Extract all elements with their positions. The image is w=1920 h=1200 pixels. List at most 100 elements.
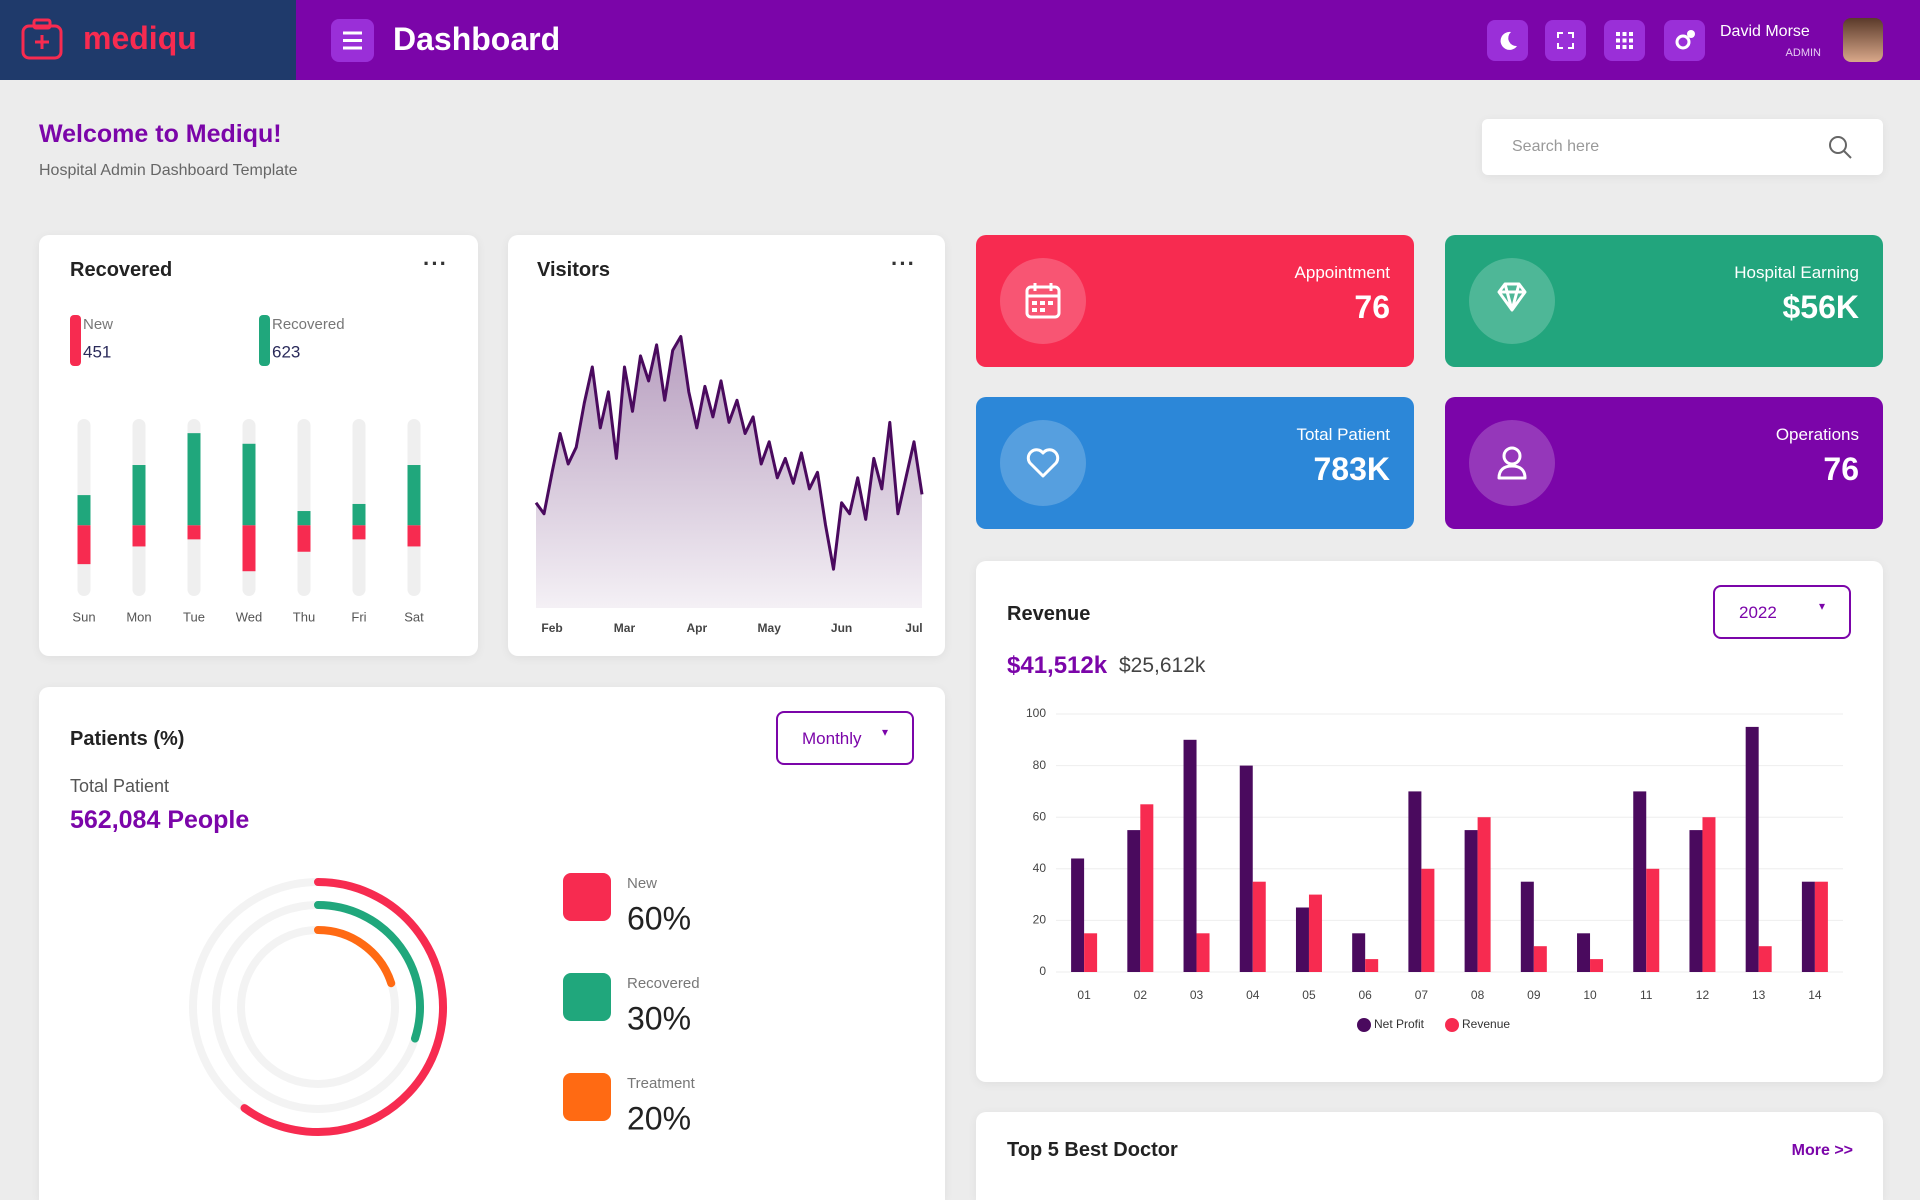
y-tick-label: 0 — [1039, 964, 1046, 978]
y-tick-label: 100 — [1026, 706, 1046, 720]
bar — [1745, 726, 1759, 972]
bar — [77, 525, 91, 565]
bar — [1408, 791, 1422, 972]
stat-label: Total Patient — [1296, 425, 1390, 444]
menu-button[interactable] — [331, 19, 374, 62]
legend-label: New — [627, 875, 657, 892]
visitors-chart: Feb Mar Apr May Jun Jul — [534, 335, 924, 635]
bar — [297, 511, 311, 526]
apps-icon — [1616, 32, 1633, 49]
bar — [1702, 817, 1716, 972]
card-title: Patients (%) — [70, 728, 185, 750]
bar — [1365, 959, 1379, 972]
revenue-total: $25,612k — [1119, 654, 1206, 677]
bar — [1577, 933, 1591, 972]
recovered-card: Recovered ··· New 451 Recovered 623 Sun Mon Tu… — [39, 235, 478, 656]
bar — [1196, 933, 1210, 972]
stat-card[interactable]: Total Patient 783K — [976, 397, 1414, 529]
bar — [352, 503, 366, 526]
period-dropdown[interactable]: Monthly ▾ — [776, 711, 914, 765]
bar — [352, 525, 366, 540]
legend-label: Treatment — [627, 1075, 696, 1092]
x-tick-label: Mar — [614, 621, 636, 635]
legend-value: 20% — [627, 1100, 691, 1136]
revenue-card: Revenue $41,512k $25,612k 2022 ▾ 0 20 40 60… — [976, 561, 1883, 1082]
stat-card[interactable]: Appointment 76 — [976, 235, 1414, 367]
year-dropdown[interactable]: 2022 ▾ — [1713, 585, 1851, 639]
legend-swatch — [563, 873, 611, 921]
user-icon — [1497, 446, 1527, 480]
more-menu[interactable]: ··· — [891, 251, 916, 276]
bar — [1127, 830, 1141, 972]
more-link[interactable]: More >> — [1791, 1142, 1853, 1159]
x-tick-label: Feb — [541, 621, 562, 635]
stat-label: Hospital Earning — [1734, 263, 1859, 282]
apps-button[interactable] — [1604, 20, 1645, 61]
bar — [132, 465, 146, 526]
x-tick-label: 02 — [1134, 988, 1148, 1002]
x-tick-label: Apr — [686, 621, 707, 635]
stat-label: Operations — [1775, 425, 1859, 444]
welcome-title: Welcome to Mediqu! — [39, 120, 282, 148]
bar — [1308, 894, 1322, 972]
bar — [77, 495, 91, 526]
user-name: David Morse — [1720, 23, 1810, 40]
bar — [1295, 907, 1309, 972]
bar — [242, 525, 256, 572]
patients-chart: New 60% Recovered 30% Treatment 20% — [189, 873, 700, 1136]
x-tick-label: 07 — [1415, 988, 1429, 1002]
dropdown-value: Monthly — [802, 729, 862, 748]
bar — [1140, 804, 1154, 972]
stat-value: 783K — [1313, 451, 1391, 487]
y-tick-label: 20 — [1033, 913, 1047, 927]
legend-value: 623 — [272, 342, 300, 361]
dark-mode-button[interactable] — [1487, 20, 1528, 61]
patients-card: Patients (%) Total Patient 562,084 Peopl… — [39, 687, 945, 1200]
stat-card[interactable]: Operations 76 — [1445, 397, 1883, 529]
bar — [1421, 868, 1435, 972]
x-tick-label: Fri — [351, 609, 366, 624]
bar — [1533, 946, 1547, 972]
stat-value: $56K — [1782, 289, 1860, 325]
avatar[interactable] — [1843, 18, 1883, 62]
settings-icon — [1675, 30, 1695, 50]
x-tick-label: 09 — [1527, 988, 1541, 1002]
caret: ▾ — [882, 725, 889, 739]
x-tick-label: 08 — [1471, 988, 1485, 1002]
stat-icon — [1469, 258, 1555, 344]
card-title: Recovered — [70, 259, 173, 281]
bar — [1520, 881, 1534, 972]
more-menu[interactable]: ··· — [423, 251, 448, 276]
bar — [1252, 881, 1266, 972]
caret: ▾ — [1819, 599, 1826, 613]
x-tick-label: Wed — [236, 609, 263, 624]
ring-arc — [240, 878, 447, 1136]
bar — [1814, 881, 1828, 972]
bar — [187, 525, 201, 540]
y-tick-label: 60 — [1033, 809, 1047, 823]
x-tick-label: 11 — [1640, 988, 1653, 1002]
x-tick-label: Jun — [831, 621, 852, 635]
search-box[interactable]: Search here — [1482, 119, 1883, 175]
patients-subtitle: Total Patient — [70, 776, 170, 796]
bar — [132, 525, 146, 547]
bar — [1633, 791, 1647, 972]
user-role: ADMIN — [1785, 47, 1821, 59]
legend-swatch — [563, 973, 611, 1021]
logo-text: mediqu — [83, 20, 197, 56]
x-tick-label: 06 — [1358, 988, 1372, 1002]
y-tick-label: 40 — [1033, 861, 1047, 875]
legend-swatch — [70, 315, 81, 366]
legend-label: New — [83, 316, 113, 333]
fullscreen-icon — [1557, 32, 1574, 49]
top-bar — [0, 0, 1920, 80]
x-tick-label: Sun — [72, 609, 95, 624]
moon-icon — [1500, 31, 1517, 50]
bar — [1183, 739, 1197, 972]
stat-card[interactable]: Hospital Earning $56K — [1445, 235, 1883, 367]
bar — [297, 525, 311, 552]
bar — [1477, 817, 1491, 972]
settings-button[interactable] — [1664, 20, 1705, 61]
fullscreen-button[interactable] — [1545, 20, 1586, 61]
